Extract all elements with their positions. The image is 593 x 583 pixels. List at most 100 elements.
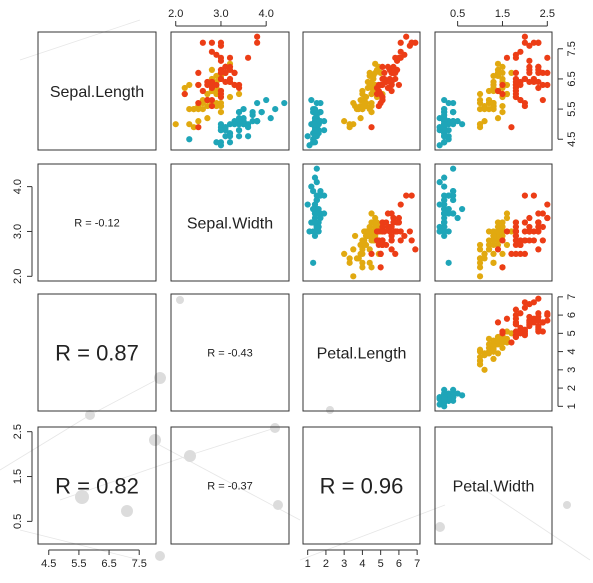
panel-frame-1-1 <box>170 163 290 282</box>
point-1-3-s2-31 <box>521 192 528 199</box>
point-0-1-s2-42 <box>204 96 211 104</box>
point-0-1-s1-45 <box>217 99 225 107</box>
tick-label-y-0-2: 6.5 <box>566 71 578 86</box>
point-0-1-s1-39 <box>195 105 202 113</box>
point-1-3-s0-8 <box>441 232 448 240</box>
point-0-2-s0-24 <box>321 127 328 134</box>
tick-label-x-1-2: 4.0 <box>259 8 274 20</box>
point-2-3-s1-31 <box>476 353 484 361</box>
point-0-2-s0-44 <box>321 118 328 125</box>
point-2-3-s1-14 <box>490 355 497 362</box>
tick-label-x-3-0: 0.5 <box>450 8 465 20</box>
point-1-2-s1-39 <box>359 250 366 257</box>
point-0-1-s2-6 <box>195 124 202 131</box>
point-0-2-s1-48 <box>341 118 348 125</box>
diagonal-label-0: Sepal.Length <box>50 84 144 101</box>
point-0-1-s0-49 <box>231 121 238 128</box>
point-1-3-s1-38 <box>490 228 497 235</box>
point-1-3-s2-10 <box>521 219 528 226</box>
panel-frame-2-1 <box>170 293 290 412</box>
point-0-2-s2-39 <box>384 63 392 70</box>
point-1-2-s0-22 <box>304 201 311 208</box>
point-2-3-s2-18 <box>535 295 542 302</box>
point-1-3-s0-19 <box>445 192 452 199</box>
tick-label-y-2-1: 2 <box>566 385 578 391</box>
diagonal-label-3: Petal.Width <box>453 479 535 496</box>
point-1-3-s2-12 <box>526 228 533 235</box>
point-0-1-s0-15 <box>281 99 288 107</box>
point-0-3-s2-24 <box>526 69 533 77</box>
point-0-3-s2-37 <box>512 78 520 86</box>
point-2-3-s1-23 <box>485 335 493 342</box>
point-0-1-s1-48 <box>195 118 202 125</box>
diagonal-label-2: Petal.Length <box>317 346 407 363</box>
point-0-3-s2-22 <box>521 39 528 46</box>
point-0-3-s2-44 <box>544 69 551 77</box>
point-0-1-s0-37 <box>244 124 252 131</box>
point-1-3-s1-15 <box>494 223 502 231</box>
point-1-3-s1-28 <box>499 232 506 240</box>
point-0-1-s2-14 <box>208 96 216 104</box>
point-1-3-s2-29 <box>503 228 511 235</box>
point-0-2-s1-9 <box>357 115 364 122</box>
point-0-1-s0-33 <box>272 105 279 113</box>
point-0-3-s2-45 <box>535 69 542 77</box>
point-0-2-s2-0 <box>395 81 402 89</box>
point-0-3-s1-35 <box>503 90 511 98</box>
point-0-1-s0-32 <box>267 115 274 122</box>
point-0-2-s1-31 <box>353 105 361 113</box>
point-1-3-s2-49 <box>512 228 520 235</box>
point-1-3-s1-33 <box>503 241 511 249</box>
point-0-1-s0-39 <box>235 118 243 125</box>
point-2-3-s1-48 <box>481 366 488 373</box>
point-1-3-s2-34 <box>494 246 502 253</box>
point-0-3-s1-23 <box>485 87 493 95</box>
tick-label-x-2-6: 7 <box>414 558 420 570</box>
point-2-3-s2-48 <box>535 322 542 330</box>
point-0-1-s2-23 <box>204 81 211 89</box>
point-0-2-s2-48 <box>384 84 392 92</box>
point-1-3-s1-44 <box>490 241 497 249</box>
point-0-3-s2-28 <box>526 78 533 86</box>
point-1-3-s2-43 <box>535 219 542 226</box>
point-1-2-s0-40 <box>310 205 317 213</box>
point-0-3-s0-18 <box>445 99 452 107</box>
point-0-2-s0-49 <box>311 121 319 128</box>
point-1-2-s0-45 <box>311 228 319 235</box>
point-1-2-s0-47 <box>311 219 319 226</box>
point-0-3-s2-8 <box>512 69 520 77</box>
point-1-3-s2-14 <box>539 237 546 244</box>
point-1-3-s0-49 <box>441 214 448 222</box>
point-0-1-s0-6 <box>235 133 243 140</box>
point-2-3-s2-47 <box>521 326 528 333</box>
point-0-3-s0-45 <box>445 127 452 134</box>
point-0-3-s2-36 <box>539 81 546 89</box>
point-1-3-s2-44 <box>544 214 551 222</box>
point-1-2-s1-3 <box>359 259 366 266</box>
point-0-3-s1-48 <box>481 118 488 125</box>
panel-frame-0-0 <box>37 31 157 151</box>
panel-frame-3-2 <box>302 426 421 545</box>
point-1-3-s1-47 <box>490 232 497 240</box>
tick-label-x-3-1: 1.5 <box>495 8 510 20</box>
point-1-3-s0-39 <box>441 210 448 217</box>
point-1-2-s2-6 <box>368 250 375 257</box>
point-2-3-s2-39 <box>526 322 533 330</box>
point-0-1-s1-18 <box>181 84 188 92</box>
point-1-3-s0-38 <box>441 228 448 235</box>
point-2-3-s1-41 <box>494 337 502 344</box>
point-0-3-s2-15 <box>535 78 542 86</box>
panel-frame-0-2 <box>302 31 421 151</box>
point-0-2-s2-29 <box>392 54 399 61</box>
point-1-3-s1-22 <box>499 250 506 257</box>
point-0-3-s2-2 <box>526 57 533 64</box>
point-1-2-s0-44 <box>321 192 328 199</box>
point-1-3-s0-33 <box>441 174 448 181</box>
point-1-3-s2-19 <box>499 264 506 271</box>
point-0-3-s0-32 <box>436 115 443 122</box>
tick-label-x-0-0: 4.5 <box>41 558 56 570</box>
point-0-3-s1-29 <box>476 99 484 107</box>
point-2-3-s2-33 <box>499 328 506 335</box>
point-1-3-s1-49 <box>490 237 497 244</box>
point-0-1-s2-19 <box>181 90 188 98</box>
